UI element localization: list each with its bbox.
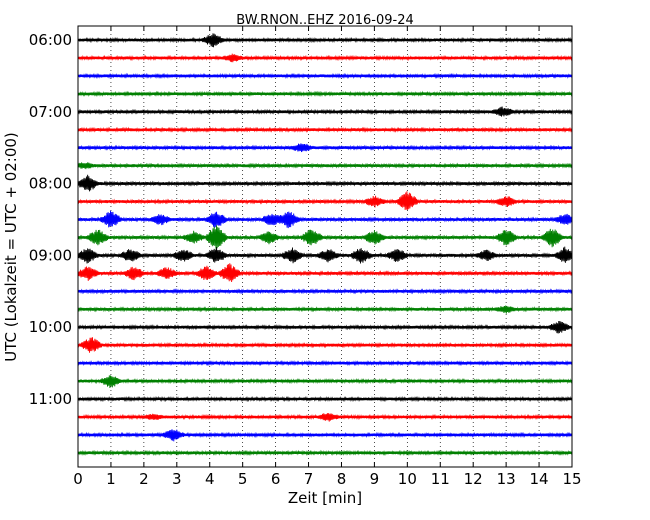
x-tick-label: 10	[398, 470, 417, 488]
trace-waveform	[77, 191, 573, 210]
trace-0915	[77, 263, 573, 282]
x-tick-label: 9	[370, 470, 380, 488]
trace-1100	[77, 395, 573, 403]
y-axis-label: UTC (Lokalzeit = UTC + 02:00)	[2, 132, 20, 362]
x-tick-label: 5	[238, 470, 248, 488]
trace-0845	[77, 225, 573, 249]
x-tick-label: 15	[562, 470, 581, 488]
trace-0730	[77, 143, 573, 153]
x-axis-label: Zeit [min]	[288, 489, 362, 507]
trace-0815	[77, 191, 573, 210]
y-tick-label: 08:00	[29, 175, 72, 193]
x-tick-label: 14	[530, 470, 549, 488]
trace-0745	[77, 162, 573, 170]
x-tick-label: 11	[431, 470, 450, 488]
x-tick-label: 6	[271, 470, 281, 488]
trace-0830	[77, 210, 573, 229]
trace-0715	[77, 126, 573, 133]
x-axis: 0 1 2 3 4 5 6 7 8 9 10 11 12 13 14 15	[73, 26, 582, 488]
trace-0645	[77, 90, 573, 98]
plot-frame	[77, 25, 573, 468]
x-tick-label: 4	[205, 470, 215, 488]
x-tick-label: 1	[106, 470, 116, 488]
x-tick-label: 3	[172, 470, 182, 488]
y-tick-label: 07:00	[29, 103, 72, 121]
trace-0900	[77, 246, 573, 264]
y-tick-label: 06:00	[29, 31, 72, 49]
trace-1145	[77, 449, 573, 457]
vertical-grid	[110, 26, 540, 467]
x-tick-label: 0	[73, 470, 83, 488]
trace-group	[77, 33, 573, 457]
y-axis: 06:00 07:00 08:00 09:00 10:00 11:00	[29, 31, 572, 408]
trace-1045	[77, 375, 573, 389]
chart-title: BW.RNON..EHZ 2016-09-24	[236, 13, 414, 28]
trace-0945	[77, 305, 573, 314]
x-tick-label: 8	[337, 470, 347, 488]
trace-0615	[77, 53, 573, 63]
y-tick-label: 09:00	[29, 246, 72, 264]
y-tick-label: 10:00	[29, 318, 72, 336]
trace-0600	[77, 33, 573, 48]
x-tick-label: 12	[464, 470, 483, 488]
trace-1015	[77, 337, 573, 353]
trace-0700	[77, 106, 573, 117]
trace-0630	[77, 72, 573, 80]
x-tick-label: 2	[139, 470, 149, 488]
y-tick-label: 11:00	[29, 390, 72, 408]
trace-1000	[77, 320, 573, 334]
trace-0930	[77, 288, 573, 295]
trace-1130	[77, 429, 573, 442]
x-tick-label: 7	[304, 470, 314, 488]
trace-1030	[77, 359, 573, 367]
trace-1115	[77, 413, 573, 422]
x-tick-label: 13	[497, 470, 516, 488]
trace-0800	[77, 174, 573, 192]
